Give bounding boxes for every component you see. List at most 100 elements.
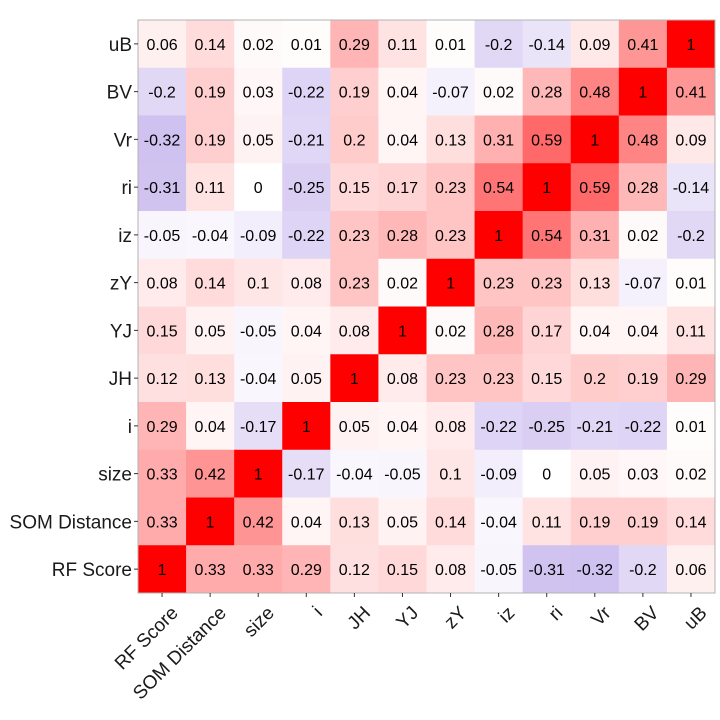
cell-label-size-rf-score: 0.33: [146, 467, 177, 484]
cell-zy-ub: [666, 258, 716, 307]
cell-label-size-zy: 0.1: [439, 467, 461, 484]
cell-rf-score-som-distance: [186, 545, 235, 594]
cell-ri-iz: [474, 163, 524, 212]
cell-label-jh-ri: 0.15: [531, 371, 562, 388]
cell-label-iz-jh: 0.23: [339, 228, 370, 245]
cell-label-ri-ub: -0.14: [673, 180, 710, 197]
cell-i-zy: [426, 402, 476, 451]
cell-jh-iz: [474, 354, 524, 403]
cell-label-zy-size: 0.1: [247, 276, 269, 293]
cell-label-bv-rf-score: -0.2: [148, 85, 176, 102]
cell-ub-ri: [522, 20, 572, 69]
cell-ri-som-distance: [186, 163, 235, 212]
cell-label-rf-score-i: 0.29: [291, 562, 322, 579]
cell-iz-size: [234, 211, 283, 260]
cell-yj-bv: [618, 306, 668, 355]
y-tick-label-jh: JH: [109, 369, 132, 390]
cell-label-ub-zy: 0.01: [435, 37, 466, 54]
cell-vr-ri: [522, 115, 572, 164]
cell-vr-vr: [570, 115, 620, 164]
cell-iz-jh: [330, 211, 379, 260]
cell-label-ri-ri: 1: [542, 180, 551, 197]
cell-label-size-size: 1: [254, 467, 263, 484]
cell-yj-i: [282, 306, 331, 355]
cell-label-som-distance-yj: 0.05: [387, 514, 418, 531]
cell-i-size: [234, 402, 283, 451]
cell-jh-yj: [378, 354, 427, 403]
cell-ri-i: [282, 163, 331, 212]
cell-label-iz-iz: 1: [494, 228, 503, 245]
cell-ri-ub: [666, 163, 716, 212]
cell-ub-size: [234, 20, 283, 69]
cell-label-ub-yj: 0.11: [387, 37, 417, 54]
cell-label-ri-jh: 0.15: [339, 180, 370, 197]
cell-zy-i: [282, 258, 331, 307]
cell-label-jh-iz: 0.23: [483, 371, 514, 388]
cell-som-distance-bv: [618, 497, 668, 546]
cell-bv-iz: [474, 67, 524, 116]
cell-label-i-i: 1: [302, 419, 311, 436]
cell-som-distance-vr: [570, 497, 620, 546]
cell-ri-yj: [378, 163, 427, 212]
cell-ri-zy: [426, 163, 476, 212]
cell-bv-rf-score: [138, 67, 187, 116]
cell-rf-score-bv: [618, 545, 668, 594]
cell-zy-bv: [618, 258, 668, 307]
cell-label-vr-yj: 0.04: [387, 132, 418, 149]
cell-label-jh-zy: 0.23: [435, 371, 466, 388]
cell-bv-bv: [618, 67, 668, 116]
cell-vr-zy: [426, 115, 476, 164]
cell-label-jh-rf-score: 0.12: [146, 371, 177, 388]
cell-label-zy-ub: 0.01: [675, 276, 706, 293]
cell-ri-vr: [570, 163, 620, 212]
cell-iz-zy: [426, 211, 476, 260]
cell-yj-vr: [570, 306, 620, 355]
cell-rf-score-yj: [378, 545, 427, 594]
cell-ri-rf-score: [138, 163, 187, 212]
cell-label-yj-jh: 0.08: [339, 323, 370, 340]
cell-label-bv-size: 0.03: [243, 85, 274, 102]
cell-label-yj-rf-score: 0.15: [146, 323, 177, 340]
cell-size-yj: [378, 449, 427, 498]
cell-jh-rf-score: [138, 354, 187, 403]
cell-label-jh-i: 0.05: [291, 371, 322, 388]
cell-bv-som-distance: [186, 67, 235, 116]
cell-label-zy-i: 0.08: [291, 276, 322, 293]
cell-label-bv-jh: 0.19: [339, 85, 370, 102]
cell-label-iz-size: -0.09: [240, 228, 277, 245]
cell-label-iz-ub: -0.2: [677, 228, 705, 245]
cell-zy-ri: [522, 258, 572, 307]
cell-label-size-som-distance: 0.42: [195, 467, 226, 484]
cell-vr-bv: [618, 115, 668, 164]
cell-label-jh-jh: 1: [350, 371, 359, 388]
cell-label-rf-score-jh: 0.12: [339, 562, 370, 579]
cell-vr-size: [234, 115, 283, 164]
cell-label-vr-rf-score: -0.32: [144, 132, 181, 149]
cell-jh-i: [282, 354, 331, 403]
cell-som-distance-jh: [330, 497, 379, 546]
y-tick-label-ub: uB: [109, 35, 132, 56]
cell-rf-score-i: [282, 545, 331, 594]
cell-ri-jh: [330, 163, 379, 212]
cell-size-i: [282, 449, 331, 498]
cell-label-bv-zy: -0.07: [432, 85, 469, 102]
cell-zy-rf-score: [138, 258, 187, 307]
cell-label-vr-vr: 1: [590, 132, 599, 149]
cell-iz-i: [282, 211, 331, 260]
cell-ub-vr: [570, 20, 620, 69]
cell-label-i-bv: -0.22: [625, 419, 662, 436]
cell-label-iz-i: -0.22: [288, 228, 325, 245]
cell-ri-bv: [618, 163, 668, 212]
y-tick-label-iz: iz: [118, 226, 132, 247]
cell-label-vr-jh: 0.2: [343, 132, 365, 149]
y-tick-label-som-distance: SOM Distance: [10, 512, 132, 533]
cell-label-yj-vr: 0.04: [579, 323, 610, 340]
cell-label-ub-i: 0.01: [291, 37, 322, 54]
cell-label-vr-ri: 0.59: [531, 132, 562, 149]
cell-jh-som-distance: [186, 354, 235, 403]
cell-label-zy-bv: -0.07: [625, 276, 662, 293]
cell-label-rf-score-iz: -0.05: [480, 562, 517, 579]
cell-i-ub: [666, 402, 716, 451]
cell-yj-zy: [426, 306, 476, 355]
cell-vr-rf-score: [138, 115, 187, 164]
